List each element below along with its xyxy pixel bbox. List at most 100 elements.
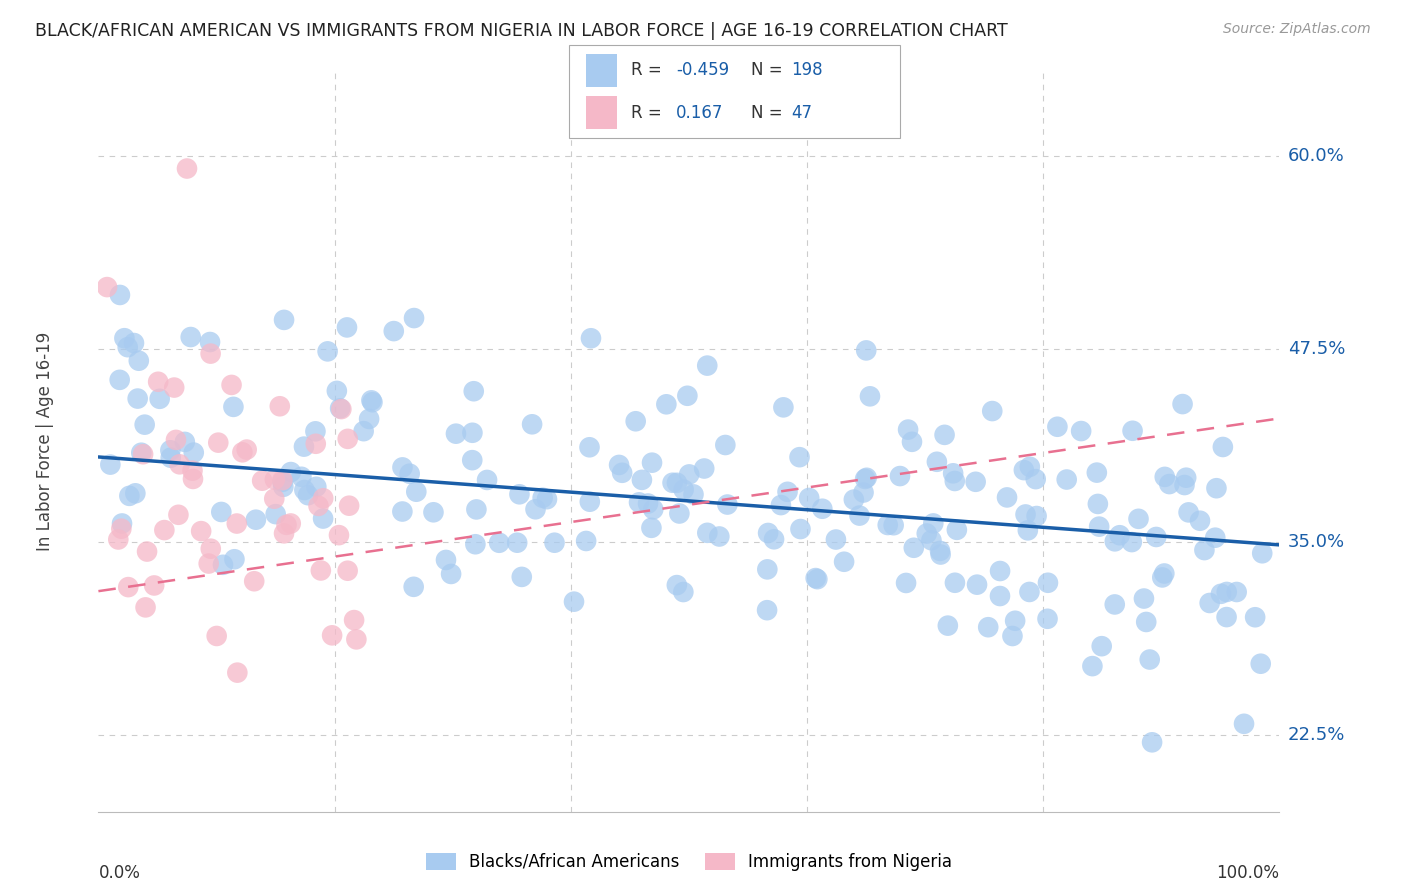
Point <box>353 424 375 438</box>
Point <box>894 576 917 591</box>
Point <box>756 562 779 576</box>
Point <box>180 330 202 344</box>
Point <box>222 400 245 414</box>
Point <box>205 629 228 643</box>
Point <box>1104 534 1126 549</box>
Point <box>200 541 222 556</box>
Point <box>665 578 688 592</box>
Point <box>209 505 232 519</box>
Point <box>855 343 877 358</box>
Point <box>848 508 870 523</box>
Point <box>789 522 811 536</box>
Text: R =: R = <box>631 103 668 121</box>
Point <box>183 445 205 459</box>
Point <box>1139 652 1161 666</box>
Point <box>343 613 366 627</box>
Point <box>305 480 328 494</box>
Point <box>966 577 988 591</box>
Point <box>128 353 150 368</box>
Point <box>107 533 129 547</box>
Point <box>889 469 911 483</box>
Point <box>1004 614 1026 628</box>
Point <box>159 443 181 458</box>
Point <box>607 458 630 472</box>
Point <box>929 548 952 562</box>
Point <box>756 526 779 541</box>
Point <box>292 483 315 497</box>
Point <box>562 595 585 609</box>
Point <box>903 541 925 555</box>
Point <box>876 518 898 533</box>
Point <box>1153 470 1175 484</box>
Point <box>1215 610 1237 624</box>
Point <box>290 470 312 484</box>
Point <box>198 334 221 349</box>
Point <box>693 461 716 475</box>
Text: 22.5%: 22.5% <box>1288 725 1346 744</box>
Point <box>464 537 486 551</box>
Point <box>1056 473 1078 487</box>
Point <box>280 465 302 479</box>
Point <box>825 533 848 547</box>
Point <box>1104 598 1126 612</box>
Point <box>643 502 665 516</box>
Point <box>280 516 302 531</box>
Point <box>359 412 381 426</box>
Point <box>1025 508 1047 523</box>
Text: Source: ZipAtlas.com: Source: ZipAtlas.com <box>1223 22 1371 37</box>
Point <box>1175 471 1198 485</box>
Text: 47: 47 <box>792 103 813 121</box>
Point <box>1046 419 1069 434</box>
Point <box>672 585 695 599</box>
Point <box>444 426 467 441</box>
Point <box>668 507 690 521</box>
Point <box>440 566 463 581</box>
Point <box>1018 459 1040 474</box>
Point <box>136 544 159 558</box>
Point <box>934 428 956 442</box>
Point <box>225 516 247 531</box>
Point <box>832 555 855 569</box>
Point <box>1159 477 1181 491</box>
Point <box>637 496 659 510</box>
Point <box>402 311 425 326</box>
Point <box>922 516 945 531</box>
Point <box>661 475 683 490</box>
Point <box>134 417 156 432</box>
Point <box>207 435 229 450</box>
Point <box>221 378 243 392</box>
Point <box>165 433 187 447</box>
Point <box>696 359 718 373</box>
Point <box>263 473 285 487</box>
Text: N =: N = <box>751 103 787 121</box>
Text: N =: N = <box>751 62 787 79</box>
Point <box>398 467 420 481</box>
Point <box>624 414 647 428</box>
Point <box>925 455 948 469</box>
Point <box>405 484 427 499</box>
Point <box>920 533 942 548</box>
Point <box>308 499 330 513</box>
Point <box>682 487 704 501</box>
Point <box>942 467 965 481</box>
Point <box>159 450 181 465</box>
Point <box>1152 570 1174 584</box>
Point <box>696 525 718 540</box>
Point <box>901 434 924 449</box>
Point <box>181 472 204 486</box>
Point <box>772 401 794 415</box>
Point <box>714 438 737 452</box>
Point <box>763 533 786 547</box>
Point <box>422 505 444 519</box>
Point <box>330 402 353 417</box>
Point <box>146 375 169 389</box>
Point <box>465 502 488 516</box>
Point <box>665 475 688 490</box>
Point <box>117 580 139 594</box>
Point <box>1171 397 1194 411</box>
Point <box>461 453 484 467</box>
Point <box>1085 466 1108 480</box>
Point <box>578 440 600 454</box>
Point <box>579 331 602 345</box>
Point <box>508 487 530 501</box>
